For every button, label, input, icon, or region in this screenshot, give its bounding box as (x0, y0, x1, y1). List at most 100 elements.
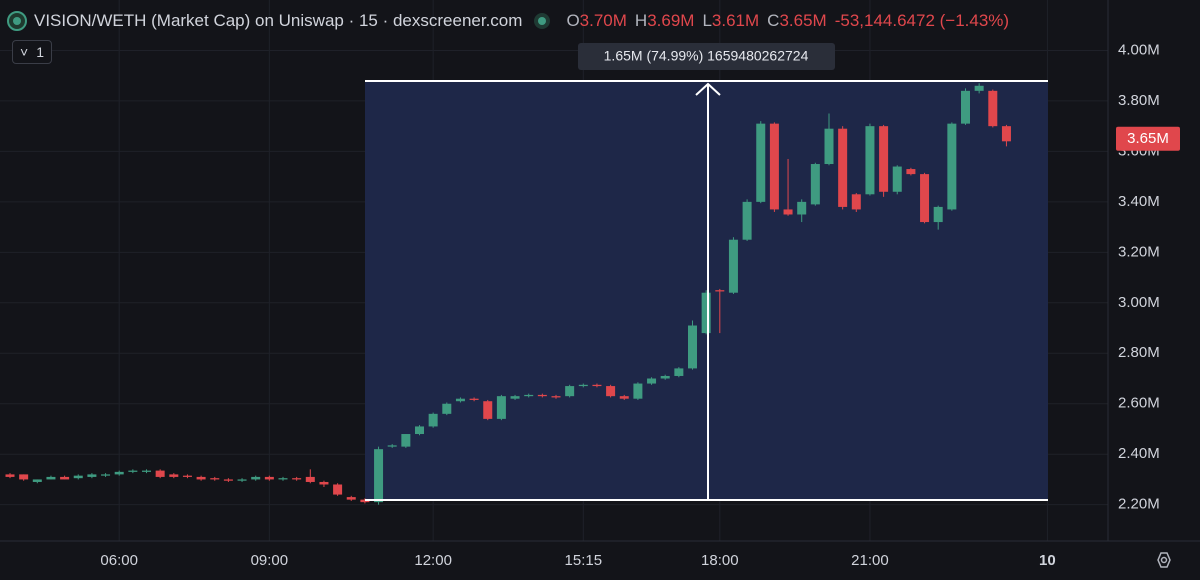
candle-body (455, 398, 465, 402)
candle-body (483, 401, 493, 419)
y-tick-label: 3.00M (1118, 294, 1160, 311)
candle-body (578, 384, 588, 387)
y-tick-label: 2.80M (1118, 344, 1160, 361)
x-tick-label: 15:15 (565, 552, 603, 569)
candle-body (769, 123, 779, 210)
token-icon-dot (13, 17, 21, 25)
candle-body (879, 126, 889, 192)
ohlc-key: C (767, 11, 780, 30)
candle-body (537, 394, 547, 397)
candle-body (305, 476, 315, 482)
candle-body (961, 90, 970, 124)
candle-body (319, 481, 329, 485)
candle-body (346, 497, 356, 500)
y-tick-label: 3.20M (1118, 243, 1160, 260)
candle-body (251, 476, 261, 480)
candle-body (988, 90, 998, 127)
candle-body (333, 484, 343, 495)
candle-body (415, 426, 424, 435)
candle-body (169, 474, 179, 477)
chart-title: VISION/WETH (Market Cap) on Uniswap · 15… (34, 11, 523, 30)
candle-body (114, 471, 124, 475)
candle-body (674, 368, 684, 376)
last-price-box (1116, 126, 1180, 151)
candle-body (810, 164, 820, 205)
status-icon (534, 13, 551, 29)
interval-count[interactable]: 1 (36, 44, 44, 60)
candle-body (892, 166, 902, 192)
candle-body (524, 394, 534, 397)
candle-body (182, 475, 192, 477)
candle-body (87, 474, 97, 477)
ohlc-value: 3.65M (779, 11, 827, 30)
last-price-label: 3.65M (1127, 130, 1169, 147)
candle-body (933, 206, 943, 223)
measure-tooltip (578, 43, 835, 70)
chevron: ˅ (20, 44, 29, 60)
candle-body (742, 201, 752, 240)
candle-body (633, 383, 643, 399)
y-tick-label: 2.20M (1118, 496, 1160, 513)
candle-body (619, 396, 629, 399)
ohlc-value: 3.70M (579, 11, 627, 30)
candle-body (46, 476, 56, 480)
candle-body (592, 384, 602, 387)
settings-icon[interactable] (1157, 552, 1171, 568)
candle-body (401, 434, 411, 447)
candle-body (565, 386, 575, 397)
legend-bar: VISION/WETH (Market Cap) on Uniswap · 15… (6, 10, 1009, 32)
candle-body (496, 396, 506, 419)
candle-body (660, 375, 670, 379)
candle-body (32, 479, 42, 482)
gear-center[interactable] (1160, 556, 1168, 564)
change: -53,144.6472 (−1.43%) (834, 11, 1010, 30)
candle-body (783, 209, 793, 215)
candle-body (387, 445, 397, 447)
x-tick-label: 18:00 (701, 552, 739, 569)
x-tick-label: 09:00 (251, 552, 289, 569)
y-tick-label: 4.00M (1118, 41, 1160, 58)
candle-body (19, 474, 29, 480)
candle-body (237, 479, 247, 481)
candle-body (920, 174, 930, 223)
gear[interactable] (1157, 552, 1171, 568)
candle-body (756, 123, 766, 202)
candle-body (701, 292, 711, 334)
candle-body (510, 396, 520, 399)
measure-arrowhead (695, 82, 721, 96)
status-dot (538, 17, 547, 25)
candle-body (797, 201, 807, 215)
x-tick-label: 21:00 (851, 552, 889, 569)
candle-body (292, 478, 302, 480)
ohlc-value: 3.61M (711, 11, 760, 30)
interval-button[interactable]: ˅ 1 (12, 40, 52, 64)
candle-body (469, 398, 479, 400)
ohlc-key: O (566, 11, 580, 30)
candle-body (223, 479, 233, 481)
candle-body (1001, 126, 1011, 142)
candle-body (360, 499, 370, 503)
candle-body (865, 126, 875, 195)
x-tick-label: 12:00 (414, 552, 452, 569)
candle-body (647, 378, 657, 384)
measure-label: 1.65M (74.99%) 1659480262724 (604, 48, 809, 64)
candle-body (264, 476, 274, 480)
candle-body (278, 478, 288, 480)
candle-body (974, 85, 984, 91)
candle-body (101, 474, 111, 476)
candle-body (142, 470, 151, 472)
candle-body (155, 470, 165, 477)
candle-body (688, 325, 697, 369)
y-tick-label: 3.80M (1118, 92, 1160, 109)
ohlc-legend: O3.70M H3.69M L3.61M C3.65M (558, 11, 826, 31)
y-tick-label: 2.60M (1118, 395, 1160, 412)
candle-body (442, 403, 452, 414)
candle-body (128, 470, 138, 472)
x-tick-label: 10 (1039, 552, 1056, 569)
candle-body (60, 476, 70, 480)
candle-body (551, 396, 561, 398)
candle-body (824, 128, 834, 165)
candle-body (428, 413, 438, 427)
